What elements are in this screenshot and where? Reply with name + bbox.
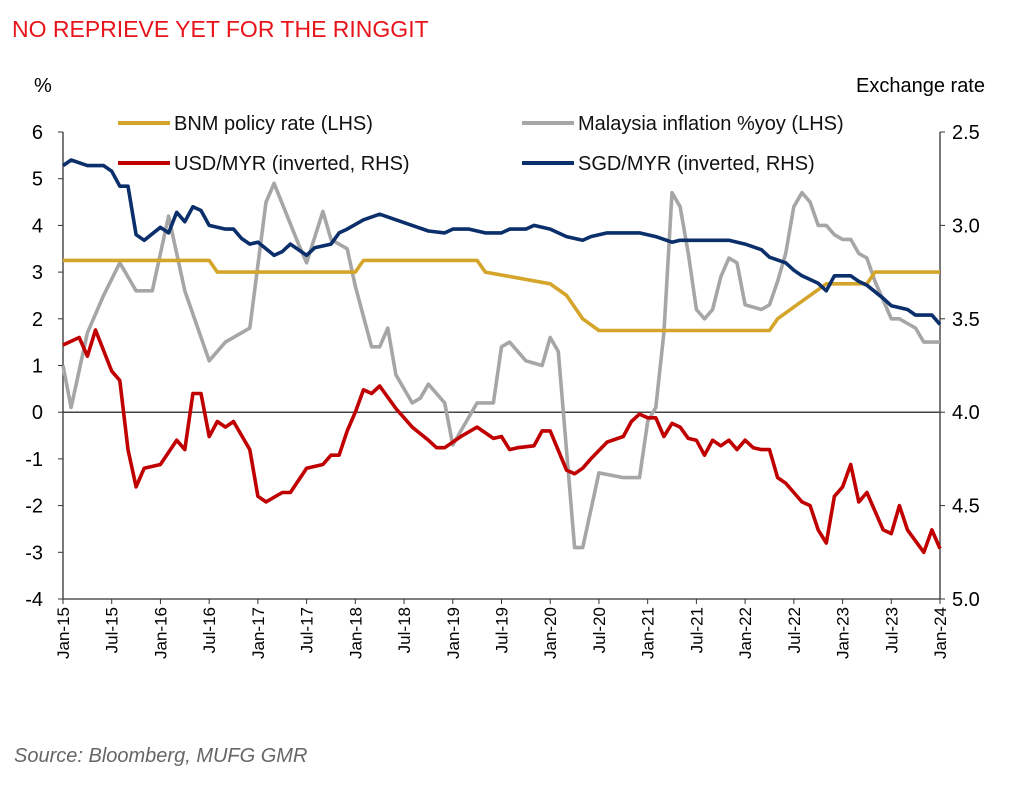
x-tick-label: Jan-22 [736, 607, 755, 659]
x-tick-label: Jan-16 [151, 607, 170, 659]
right-tick-label: 3.0 [952, 215, 980, 237]
x-tick-label: Jan-15 [54, 607, 73, 659]
left-tick-label: 4 [32, 215, 43, 237]
series-line-inflation [61, 181, 940, 550]
right-tick-label: 4.0 [952, 402, 980, 424]
x-tick-label: Jul-16 [200, 607, 219, 653]
legend-label-inflation: Malaysia inflation %yoy (LHS) [578, 113, 844, 135]
right-tick-label: 5.0 [952, 589, 980, 611]
left-tick-label: -1 [25, 449, 43, 471]
left-tick-label: -4 [25, 589, 43, 611]
left-tick-label: 3 [32, 262, 43, 284]
left-tick-label: -3 [25, 542, 43, 564]
x-tick-label: Jan-17 [249, 607, 268, 659]
left-tick-label: 2 [32, 309, 43, 331]
left-tick-label: 0 [32, 402, 43, 424]
right-tick-label: 4.5 [952, 496, 980, 518]
x-tick-label: Jul-21 [687, 607, 706, 653]
left-tick-label: 5 [32, 169, 43, 191]
x-tick-label: Jan-24 [931, 607, 950, 659]
right-tick-label: 3.5 [952, 309, 980, 331]
series-line-sgd [61, 158, 942, 326]
x-tick-label: Jul-15 [103, 607, 122, 653]
right-axis-label: Exchange rate [856, 75, 985, 97]
left-axis-label: % [34, 75, 52, 97]
x-tick-label: Jul-18 [395, 607, 414, 653]
left-tick-label: 6 [32, 122, 43, 144]
x-tick-label: Jan-21 [639, 607, 658, 659]
x-tick-label: Jul-17 [298, 607, 317, 653]
x-tick-label: Jan-18 [346, 607, 365, 659]
left-tick-label: 1 [32, 356, 43, 378]
series-line-policy [63, 258, 940, 333]
chart-title: NO REPRIEVE YET FOR THE RINGGIT [12, 16, 429, 42]
right-tick-label: 2.5 [952, 122, 980, 144]
source-note: Source: Bloomberg, MUFG GMR [14, 745, 307, 767]
series-line-usd [62, 328, 942, 555]
legend-label-sgd: SGD/MYR (inverted, RHS) [578, 153, 815, 175]
x-tick-label: Jan-23 [834, 607, 853, 659]
left-tick-label: -2 [25, 496, 43, 518]
x-tick-label: Jan-19 [444, 607, 463, 659]
legend-label-usd: USD/MYR (inverted, RHS) [174, 153, 410, 175]
x-tick-label: Jul-23 [882, 607, 901, 653]
legend-label-policy: BNM policy rate (LHS) [174, 113, 373, 135]
x-tick-label: Jul-19 [493, 607, 512, 653]
x-tick-label: Jan-20 [541, 607, 560, 659]
x-tick-label: Jul-20 [590, 607, 609, 653]
x-tick-label: Jul-22 [785, 607, 804, 653]
